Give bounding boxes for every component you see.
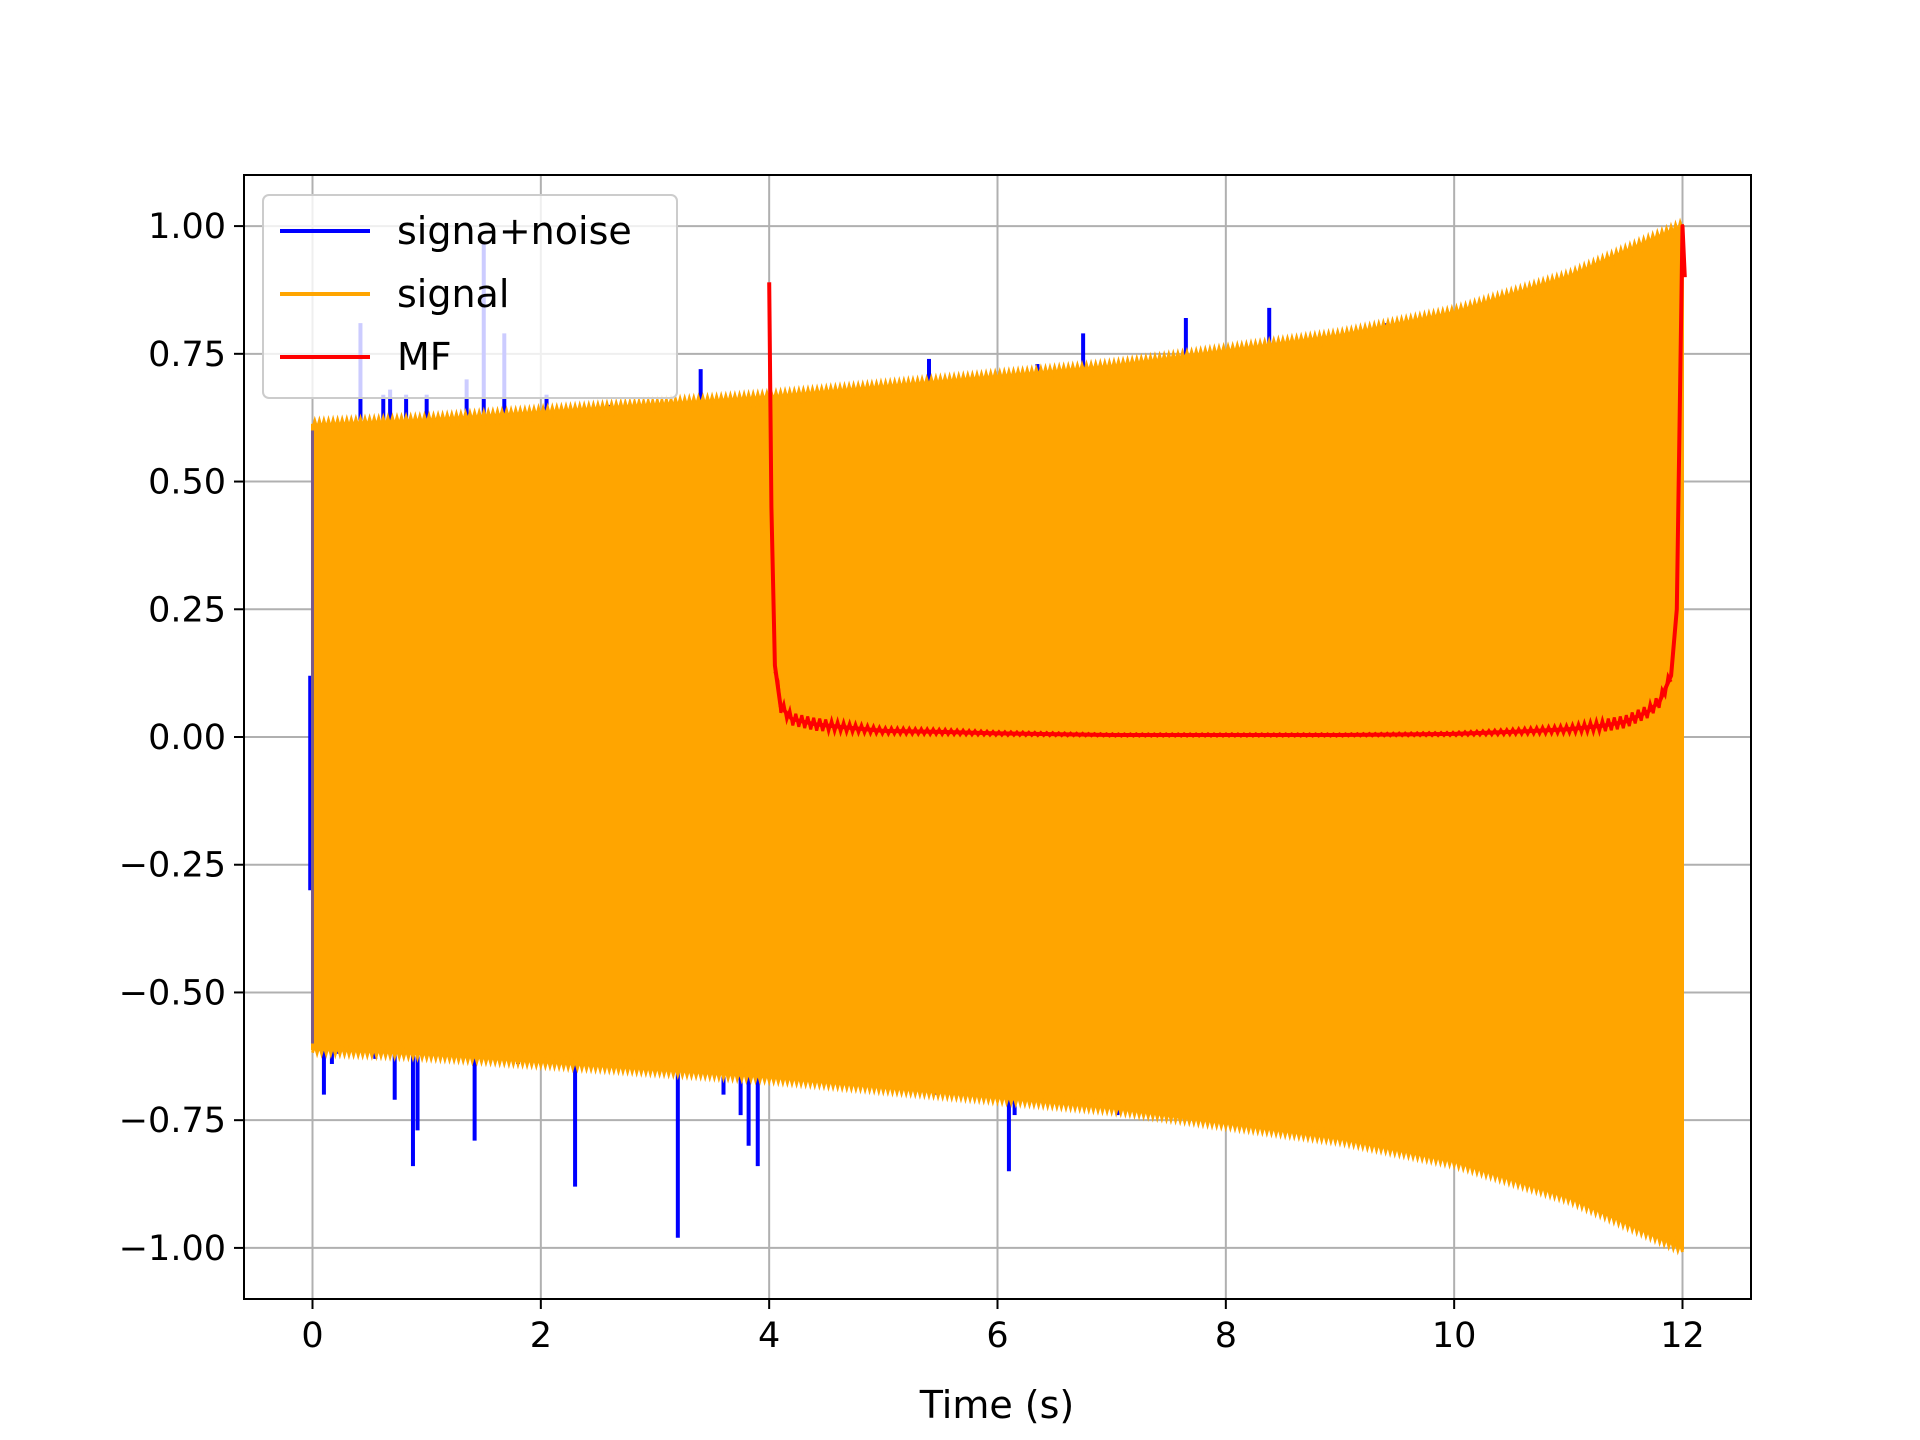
y-tick-label-4: 0.00 [148, 718, 226, 758]
legend-label-signal: signal [397, 272, 509, 316]
x-tick-label-3: 6 [986, 1316, 1008, 1356]
legend-label-mf: MF [397, 335, 452, 379]
mf-ripple [773, 671, 1673, 738]
x-axis-label: Time (s) [919, 1383, 1075, 1427]
signal-lower-edge [311, 1039, 1684, 1256]
y-tick-label-2: 0.50 [148, 463, 226, 503]
legend-box [262, 194, 678, 399]
y-tick-label-7: −0.75 [119, 1101, 226, 1141]
signal-upper-edge [311, 217, 1684, 435]
y-tick-label-5: −0.25 [119, 846, 226, 886]
y-tick-label-8: −1.00 [119, 1229, 226, 1269]
y-tick-label-3: 0.25 [148, 590, 226, 630]
x-tick-label-2: 4 [758, 1316, 780, 1356]
legend: signa+noise signal MF [262, 194, 678, 399]
x-tick-label-1: 2 [530, 1316, 552, 1356]
ticks: 0 2 4 6 8 10 12 1.00 0.75 0.50 0.25 0.00 −0.25 −0.50 −… [119, 207, 1705, 1356]
plot-area [308, 217, 1687, 1256]
y-tick-label-0: 1.00 [148, 207, 226, 247]
x-tick-label-6: 12 [1660, 1316, 1705, 1356]
x-tick-label-5: 10 [1432, 1316, 1477, 1356]
x-tick-label-0: 0 [301, 1316, 323, 1356]
x-tick-label-4: 8 [1215, 1316, 1237, 1356]
legend-label-signa-noise: signa+noise [397, 209, 632, 253]
y-tick-label-1: 0.75 [148, 335, 226, 375]
y-tick-label-6: −0.50 [119, 973, 226, 1013]
